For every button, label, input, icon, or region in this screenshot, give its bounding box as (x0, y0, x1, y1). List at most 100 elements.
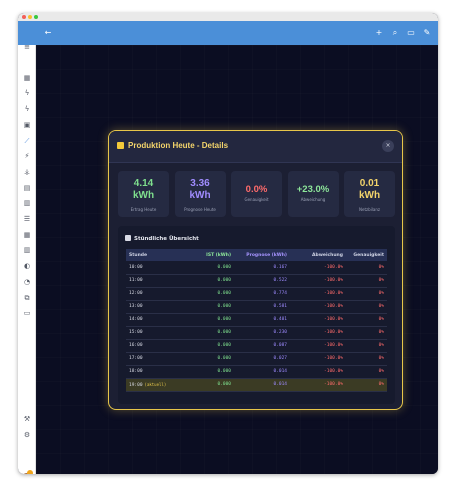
minimize-window-dot[interactable] (28, 15, 32, 19)
forecast-cell-text: 0.401 (273, 317, 287, 322)
hammer-icon[interactable]: ⚒ (23, 415, 31, 423)
chart-line-icon[interactable]: ⟋ (24, 136, 30, 145)
notification-badge (27, 470, 33, 474)
stat-label: Abweichung (300, 197, 326, 202)
terminal-icon[interactable]: ▭ (23, 309, 31, 318)
chat-icon[interactable]: ▭ (407, 28, 415, 37)
calendar-icon[interactable]: ▦ (23, 230, 31, 239)
window-titlebar (18, 13, 438, 21)
energy-icon[interactable]: ϟ (24, 105, 30, 114)
database-icon[interactable]: ▥ (23, 246, 31, 255)
deviation-cell-text: -100.0% (324, 278, 343, 283)
panel-icon[interactable]: ▤ (23, 183, 31, 192)
hour-cell: 11:00 (126, 274, 190, 288)
bolt-icon[interactable]: ϟ (24, 89, 30, 98)
gauge-icon[interactable]: ◔ (23, 277, 31, 286)
add-icon[interactable]: + (375, 28, 383, 37)
flash-icon[interactable]: ⚡ (24, 152, 30, 161)
ist-cell: 0.000 (190, 287, 234, 301)
stat-unit: kWh (189, 190, 211, 201)
search-icon[interactable]: ⌕ (392, 28, 398, 37)
stat-number: +23.0% (296, 184, 330, 195)
accuracy-cell-text: 0% (378, 291, 384, 296)
forecast-cell: 0.014 (234, 365, 290, 379)
deviation-cell: -100.0% (290, 326, 346, 340)
hour-cell-text: 16:00 (129, 343, 143, 348)
app-toolbar: ← + ⌕ ▭ ✎ (18, 21, 438, 45)
deviation-cell-text: -100.0% (324, 343, 343, 348)
accuracy-cell-text: 0% (378, 343, 384, 348)
table-row: 18:00 0.000 0.014 -100.0% 0% (126, 365, 387, 379)
edit-icon[interactable]: ✎ (423, 28, 431, 37)
deviation-cell: -100.0% (290, 352, 346, 366)
accuracy-cell: 0% (346, 365, 387, 379)
compass-icon[interactable]: ◐ (23, 262, 31, 271)
forecast-cell-text: 0.014 (273, 382, 287, 387)
sidebar: ≡ ▦ ϟ ϟ ▣ ⟋ ⚡ ⚶ ▤ ▥ ☰ ▦ ▥ ◐ ◔ ⧉ ▭ ⚒ ⚙ (18, 43, 36, 474)
ist-cell-text: 0.000 (217, 382, 231, 387)
deviation-cell-text: -100.0% (324, 317, 343, 322)
settings-icon[interactable]: ⚙ (23, 431, 31, 439)
accuracy-cell-text: 0% (378, 330, 384, 335)
column-header-deviation[interactable]: Abweichung (312, 252, 343, 258)
ist-cell: 0.000 (190, 300, 234, 314)
deviation-cell: -100.0% (290, 261, 346, 275)
deviation-cell: -100.0% (290, 339, 346, 353)
forecast-cell: 0.522 (234, 274, 290, 288)
deviation-cell-text: -100.0% (324, 264, 343, 270)
current-hour-tag: (aktuell) (144, 381, 167, 387)
stat-value: 0.0% (231, 184, 282, 196)
column-header-forecast[interactable]: Prognose (kWh) (246, 252, 287, 258)
forecast-cell: 0.581 (234, 300, 290, 314)
forecast-cell: 0.774 (234, 287, 290, 301)
deviation-cell: -100.0% (290, 365, 346, 379)
accuracy-cell-text: 0% (378, 304, 384, 309)
deviation-cell-text: -100.0% (324, 369, 343, 374)
close-button[interactable]: × (382, 140, 394, 152)
code-icon[interactable]: ⧉ (24, 293, 30, 302)
ist-cell: 0.000 (190, 274, 234, 288)
forecast-cell-text: 0.027 (273, 356, 287, 361)
accuracy-cell-text: 0% (378, 317, 384, 322)
list-icon[interactable]: ☰ (23, 215, 31, 223)
hour-cell: 14:00 (126, 313, 190, 327)
table-row: 15:00 0.000 0.230 -100.0% 0% (126, 326, 387, 340)
ist-cell-text: 0.000 (217, 369, 231, 374)
accuracy-cell: 0% (346, 378, 387, 392)
column-header-hour[interactable]: Stunde (129, 252, 148, 258)
deviation-cell-text: -100.0% (324, 291, 343, 296)
menu-icon[interactable]: ≡ (24, 43, 30, 51)
maximize-window-dot[interactable] (34, 15, 38, 19)
hour-cell-text: 18:00 (129, 369, 143, 374)
ist-cell-text: 0.000 (217, 304, 231, 309)
bar-chart-icon[interactable]: ▥ (23, 199, 31, 208)
hourly-table: Stunde IST (kWh) Prognose (kWh) Abweichu… (126, 249, 387, 392)
close-window-dot[interactable] (22, 15, 26, 19)
tower-icon[interactable]: ⚶ (24, 167, 30, 176)
arrow-left-icon[interactable]: ← (44, 28, 52, 37)
stat-card: 0.0% Genauigkeit (231, 171, 282, 217)
monitor-icon[interactable]: ▣ (23, 120, 31, 129)
hour-cell: 10:00 (126, 261, 190, 275)
accuracy-cell: 0% (346, 352, 387, 366)
column-header-accuracy[interactable]: Genauigkeit (353, 252, 384, 258)
forecast-cell-text: 0.087 (273, 343, 287, 348)
table-row: 19:00 (aktuell) 0.000 0.014 -100.0% 0% (126, 378, 387, 392)
deviation-cell-text: -100.0% (324, 330, 343, 335)
hour-cell-text: 10:00 (129, 264, 143, 270)
hour-cell-text: 19:00 (129, 382, 143, 388)
accuracy-cell-text: 0% (378, 278, 384, 283)
forecast-cell-text: 0.014 (273, 369, 287, 374)
deviation-cell: -100.0% (290, 313, 346, 327)
forecast-cell: 0.401 (234, 313, 290, 327)
stat-unit: kWh (358, 190, 381, 201)
ist-cell: 0.000 (190, 365, 234, 379)
stat-label: Ertrag Heute (130, 207, 157, 212)
table-row: 11:00 0.000 0.522 -100.0% 0% (126, 274, 387, 288)
accuracy-cell: 0% (346, 326, 387, 340)
dashboard-icon[interactable]: ▦ (23, 73, 31, 82)
column-header-ist[interactable]: IST (kWh) (206, 252, 231, 258)
stat-card: 0.01 kWh Netzbilanz (344, 171, 395, 217)
forecast-cell: 0.027 (234, 352, 290, 366)
stat-card: +23.0% Abweichung (287, 171, 339, 217)
